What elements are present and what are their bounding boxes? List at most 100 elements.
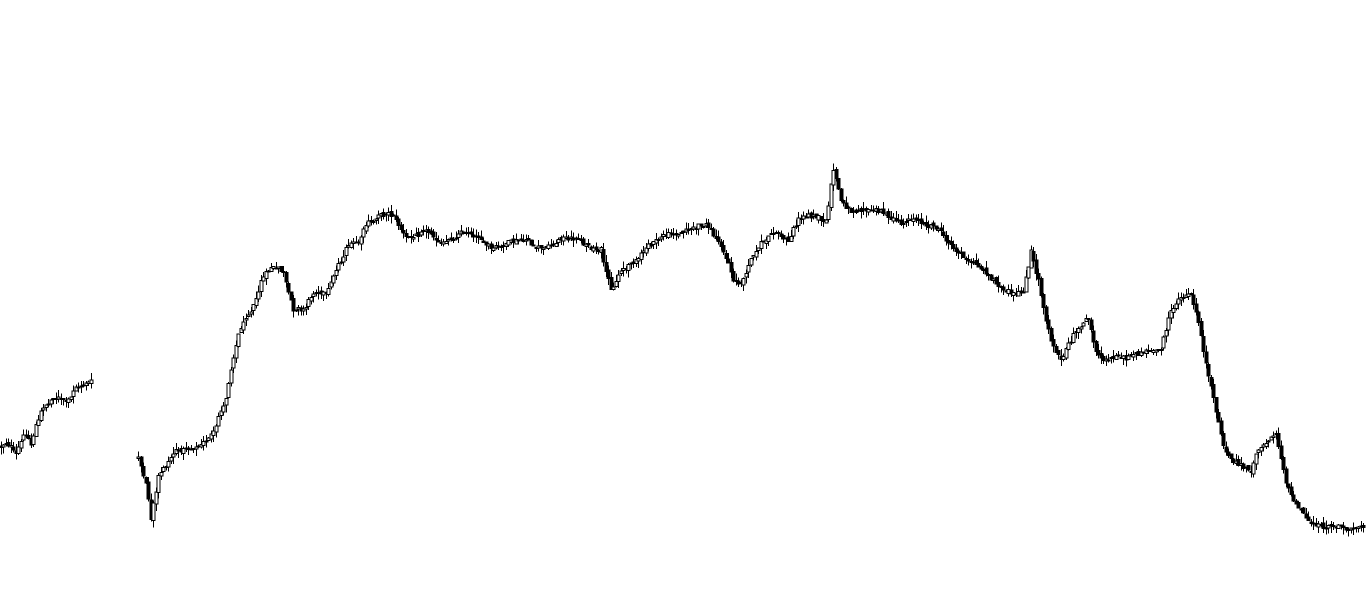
candle-down (836, 178, 841, 190)
candle-up (419, 231, 424, 236)
candle-up (359, 236, 364, 245)
candle-up (1131, 353, 1136, 358)
candle-down (1089, 319, 1094, 331)
candle-up (231, 357, 236, 369)
candle-down (839, 188, 844, 201)
candle-up (1171, 308, 1176, 313)
candle-up (254, 298, 259, 307)
candle-down (1276, 432, 1281, 448)
candle-up (326, 287, 331, 295)
candle-down (586, 243, 591, 246)
candle-down (1246, 464, 1251, 471)
candle-up (1326, 525, 1331, 529)
candle-down (1204, 351, 1209, 364)
candle-down (1036, 273, 1041, 280)
candle-up (391, 214, 396, 217)
candle-up (796, 217, 801, 226)
candle-up (626, 264, 631, 271)
candle-up (334, 270, 339, 276)
candle-down (139, 456, 144, 467)
candle-up (1071, 332, 1076, 343)
candle-down (931, 222, 936, 227)
candle-down (841, 200, 846, 204)
candle-up (16, 446, 21, 455)
candle-down (1046, 319, 1051, 330)
candle-down (141, 466, 146, 477)
candle-up (1271, 435, 1276, 438)
candle-up (744, 272, 749, 278)
candle-up (1356, 526, 1361, 529)
candle-up (214, 425, 219, 433)
candle-down (1306, 516, 1311, 522)
candle-down (396, 218, 401, 226)
candle-down (1031, 250, 1036, 262)
candle-down (1096, 350, 1101, 356)
candle-down (479, 236, 484, 240)
candle-up (824, 219, 829, 224)
candle-down (1091, 330, 1096, 343)
candle-up (341, 256, 346, 263)
candle-down (1281, 456, 1286, 470)
candle-down (1289, 486, 1294, 495)
candle-up (181, 448, 186, 454)
candle-down (1049, 328, 1054, 342)
candle-down (1034, 259, 1039, 274)
candle-down (834, 169, 839, 179)
candle-up (829, 183, 834, 209)
candle-up (69, 396, 74, 401)
candle-down (996, 281, 1001, 288)
candle-down (566, 237, 571, 241)
candle-up (411, 236, 416, 240)
candle-up (491, 247, 496, 251)
candle-down (726, 258, 731, 264)
candle-up (1159, 349, 1164, 352)
candle-down (454, 237, 459, 240)
candle-down (1236, 459, 1241, 467)
candle-up (546, 244, 551, 250)
candle-up (21, 434, 26, 441)
candle-up (1126, 355, 1131, 361)
candle-up (234, 345, 239, 359)
candle-up (244, 317, 249, 321)
candle-up (71, 390, 76, 397)
candle-up (306, 299, 311, 307)
candle-up (366, 220, 371, 227)
candle-down (1229, 453, 1234, 460)
candle-down (11, 446, 16, 451)
candle-down (286, 283, 291, 293)
candle-down (1361, 525, 1366, 528)
candle-up (224, 397, 229, 406)
candle-up (251, 303, 256, 311)
candle-up (169, 457, 174, 462)
candle-up (1081, 322, 1086, 327)
candle-up (336, 262, 341, 271)
candle-down (731, 271, 736, 282)
candle-down (1211, 383, 1216, 398)
candle-up (666, 232, 671, 239)
candle-up (171, 453, 176, 458)
candle-down (781, 235, 786, 240)
candle-up (216, 416, 221, 427)
candle-down (1041, 293, 1046, 309)
candle-up (1, 444, 6, 448)
candle-up (614, 281, 619, 288)
candle-up (76, 386, 81, 389)
candle-down (529, 239, 534, 246)
candle-down (1219, 420, 1224, 435)
candle-down (531, 244, 536, 247)
candle-down (284, 272, 289, 283)
candle-down (399, 224, 404, 231)
candle-down (1206, 364, 1211, 377)
candle-down (881, 208, 886, 214)
candle-down (431, 231, 436, 238)
candle-up (676, 234, 681, 237)
candle-up (236, 333, 241, 347)
candle-up (826, 205, 831, 221)
candle-up (89, 379, 94, 384)
candle-down (941, 231, 946, 237)
candle-down (26, 435, 31, 440)
candle-up (281, 271, 286, 274)
candle-down (401, 229, 406, 234)
